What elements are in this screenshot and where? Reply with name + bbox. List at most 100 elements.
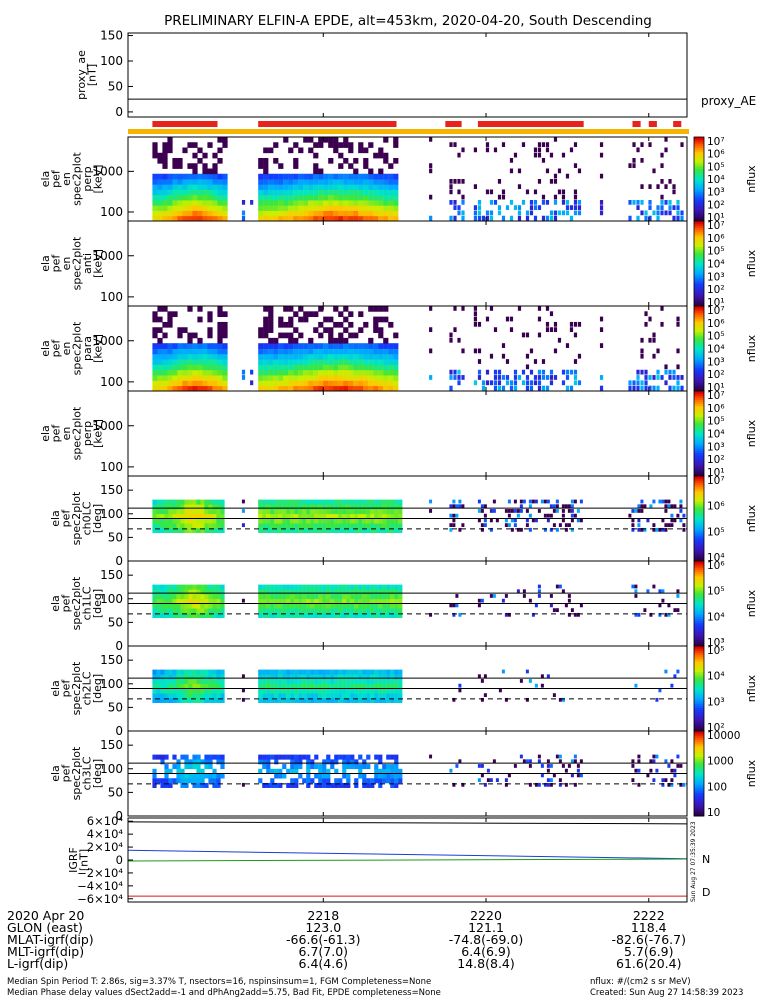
colorbar-cell <box>694 337 704 341</box>
colorbar-cell <box>694 429 704 432</box>
pa-cell <box>164 768 169 774</box>
pa-cell <box>180 679 185 685</box>
spectrum-cell <box>258 184 264 190</box>
pa-cell <box>350 688 355 694</box>
pa-cell <box>216 509 221 515</box>
pa-cell <box>330 679 335 685</box>
pa-cell <box>216 778 221 784</box>
pa-cell <box>212 518 217 524</box>
colorbar-cell <box>694 397 704 400</box>
spectrum-cell <box>368 179 374 185</box>
footer-spin-info: Median Spin Period T: 2.86s, sig=3.37% T… <box>7 977 432 987</box>
pa-cell <box>164 683 169 689</box>
pa-cell <box>176 759 181 765</box>
spectrum-cell <box>383 173 389 180</box>
colorbar-cell <box>694 788 704 791</box>
pa-cell <box>667 504 671 509</box>
spectrum-cell <box>273 200 279 206</box>
pa-cell <box>184 504 189 510</box>
spectrum-cell <box>278 210 284 217</box>
pa-cell <box>176 683 181 689</box>
pa-cell <box>558 759 562 764</box>
pa-cell <box>398 669 403 675</box>
pa-cell <box>220 509 225 515</box>
pa-cell <box>637 523 641 527</box>
spectrum-cell <box>308 184 314 190</box>
pa-cell <box>258 513 263 519</box>
pa-cell <box>180 674 185 680</box>
spectrum-cell <box>328 189 334 196</box>
spectrum-cell <box>521 332 526 338</box>
spectrum-cell <box>258 348 264 355</box>
spectrum-cell <box>636 375 640 380</box>
pa-cell <box>266 527 271 533</box>
pa-cell <box>507 509 511 513</box>
pa-cell <box>196 608 201 614</box>
spectrum-cell <box>298 194 304 201</box>
spectrum-cell <box>303 359 309 365</box>
spectrum-cell <box>298 200 304 206</box>
spectrum-cell <box>368 215 374 222</box>
spectrum-cell <box>517 184 522 189</box>
pa-cell <box>394 527 399 533</box>
spectrum-cell <box>308 179 314 185</box>
spectrum-cell <box>323 210 329 217</box>
spectrum-cell <box>383 306 389 312</box>
spectrum-cell <box>268 205 274 211</box>
spectrum-cell <box>343 359 349 365</box>
pa-cell <box>164 518 169 524</box>
spectrum-cell <box>187 343 193 349</box>
spectrum-cell <box>288 348 294 355</box>
spectrum-cell <box>338 375 344 381</box>
spectrum-cell <box>308 353 314 360</box>
pa-cell <box>298 527 303 533</box>
spectrum-cell <box>293 163 299 169</box>
pa-cell <box>370 584 375 590</box>
pa-cell <box>326 669 331 675</box>
spectrum-cell <box>393 205 399 211</box>
igrf-ytick-label: 0 <box>116 853 123 867</box>
spectrum-cell <box>217 353 223 360</box>
igrf-ytick-label: 6×10⁴ <box>87 814 124 828</box>
spectrum-cell <box>217 179 223 185</box>
pa-cell <box>266 584 271 590</box>
pa-cell <box>370 612 375 618</box>
spectrum-cell <box>368 359 374 365</box>
pa-cell <box>172 523 177 529</box>
spectrum-cell <box>172 343 178 349</box>
colorbar-cell <box>694 378 704 381</box>
spectrum-cell <box>298 332 304 339</box>
spectrum-cell <box>157 353 163 360</box>
spectrum-cell <box>348 194 354 201</box>
pa-cell <box>528 759 532 764</box>
pa-cell <box>176 584 181 590</box>
spectrum-cell <box>202 375 208 381</box>
pa-cell <box>274 589 279 595</box>
colorbar-cell <box>694 380 704 383</box>
pa-cell <box>314 674 319 680</box>
pa-cell <box>334 504 339 510</box>
pa-cell <box>168 594 173 600</box>
pa-cell <box>278 603 283 609</box>
spectrum-cell <box>533 152 538 158</box>
pa-cell <box>270 782 275 788</box>
pa-cell <box>180 589 185 595</box>
pa-cell <box>212 584 217 590</box>
colorbar-cell <box>694 155 704 159</box>
pa-cell <box>286 688 291 694</box>
pa-cell <box>168 697 173 703</box>
colorbar-cell <box>694 677 704 681</box>
spectrum-cell <box>187 184 193 190</box>
pa-cell <box>664 509 668 513</box>
spectrum-cell <box>278 205 284 211</box>
spectrum-cell <box>348 173 354 180</box>
colorbar-cell <box>694 614 704 617</box>
pa-cell <box>298 504 303 510</box>
pa-cell <box>390 499 395 505</box>
pa-cell <box>386 509 391 515</box>
pa-cell <box>180 598 185 604</box>
pa-cell <box>564 504 568 509</box>
pa-cell <box>378 589 383 595</box>
pa-cell <box>152 584 157 590</box>
